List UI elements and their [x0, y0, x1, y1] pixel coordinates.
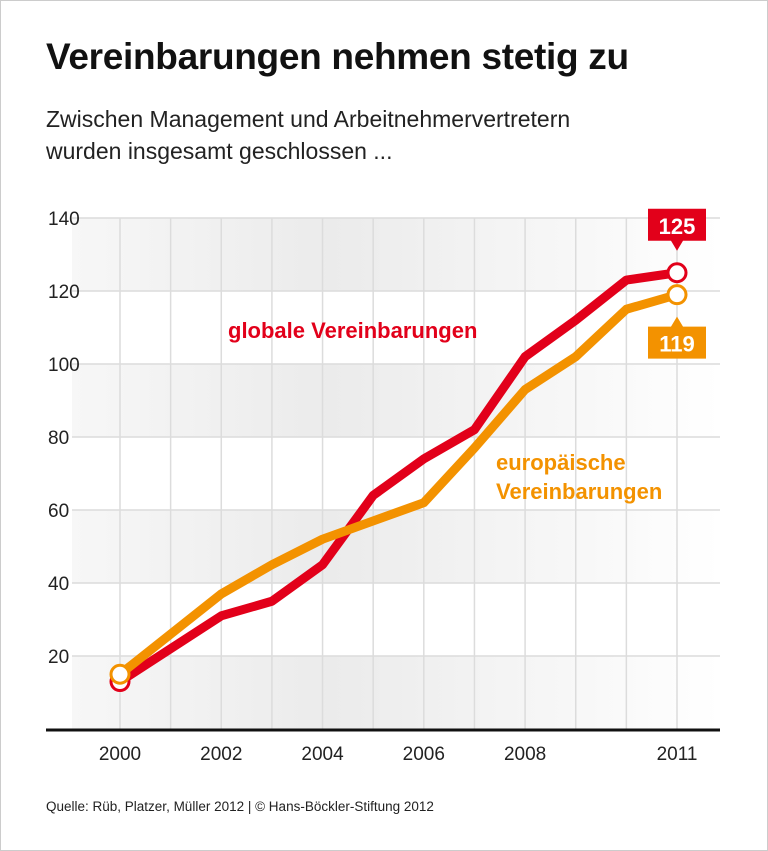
subtitle-line-2: wurden insgesamt geschlossen ... — [46, 138, 393, 164]
subtitle-line-1: Zwischen Management und Arbeitnehmervert… — [46, 106, 571, 132]
series-label-global: globale Vereinbarungen — [228, 318, 477, 343]
x-tick-label: 2011 — [657, 744, 698, 765]
background-band — [72, 364, 720, 437]
series-line-european — [117, 290, 679, 678]
x-tick-label: 2002 — [200, 744, 242, 765]
end-label-box-european — [648, 316, 706, 359]
end-label-global: 125 — [659, 214, 696, 239]
data-point-marker — [109, 663, 131, 685]
end-label-box-global — [648, 208, 706, 251]
x-tick-label: 2008 — [504, 744, 546, 765]
y-tick-label: 140 — [48, 209, 80, 230]
y-tick-label: 60 — [48, 501, 69, 522]
x-tick-label: 2006 — [403, 744, 445, 765]
source-note: Quelle: Rüb, Platzer, Müller 2012 | © Ha… — [46, 799, 434, 814]
y-tick-label: 100 — [48, 355, 80, 376]
chart-subtitle: Zwischen Management und Arbeitnehmervert… — [46, 103, 746, 167]
y-tick-label: 80 — [48, 428, 69, 449]
chart-title: Vereinbarungen nehmen stetig zu — [46, 36, 629, 77]
series-label-european-line1: europäische — [496, 450, 626, 475]
series-line-global — [117, 268, 678, 686]
x-tick-label: 2000 — [99, 744, 141, 765]
background-band — [72, 218, 720, 291]
background-band — [72, 510, 720, 583]
y-tick-label: 40 — [48, 574, 69, 595]
x-tick-label: 2004 — [301, 744, 344, 765]
series-label-european-line2: Vereinbarungen — [496, 479, 662, 504]
y-tick-label: 20 — [48, 647, 69, 668]
y-tick-label: 120 — [48, 282, 80, 303]
data-point-marker — [666, 262, 688, 284]
end-label-european: 119 — [659, 332, 695, 357]
data-point-marker — [666, 284, 688, 306]
background-band — [72, 656, 720, 729]
